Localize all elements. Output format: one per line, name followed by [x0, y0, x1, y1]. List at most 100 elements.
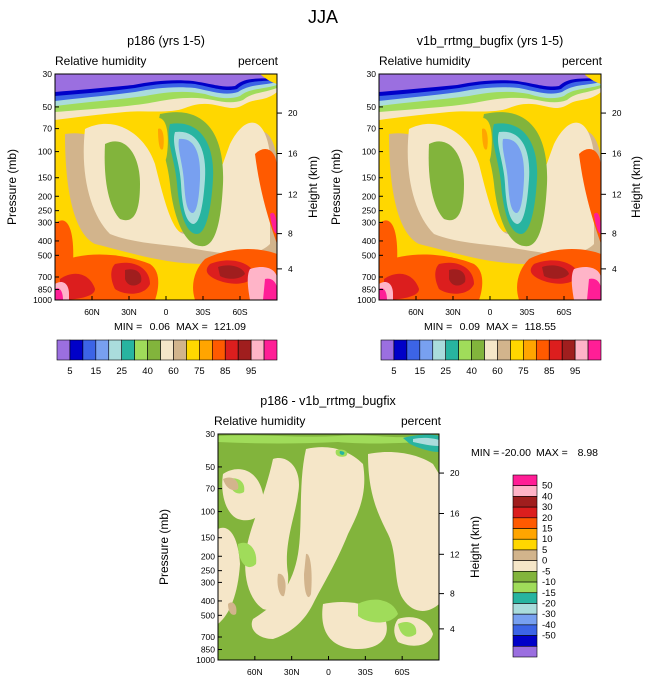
- pressure-tick-label: 150: [362, 173, 376, 183]
- height-tick-label: 12: [288, 189, 298, 199]
- colorbar-swatch: [263, 339, 278, 361]
- colorbar-swatch: [173, 339, 187, 361]
- colorbar-label: 15: [91, 366, 102, 377]
- colorbar-label: 5: [542, 545, 547, 556]
- min-max-readout: MIN = 0.09 MAX = 118.55: [424, 321, 556, 333]
- colorbar-swatch: [432, 339, 447, 361]
- colorbar-swatch: [512, 485, 538, 497]
- units-label: percent: [238, 54, 279, 68]
- colorbar-swatch: [445, 339, 459, 361]
- colorbar-swatch: [512, 538, 538, 551]
- panel-title: p186 (yrs 1-5): [127, 34, 205, 48]
- latitude-tick-label: 60S: [556, 307, 571, 317]
- height-tick-label: 16: [450, 509, 460, 519]
- colorbar-swatch: [108, 339, 123, 361]
- colorbar-label: 10: [542, 534, 553, 545]
- height-tick-label: 12: [612, 189, 622, 199]
- y2-axis-label: Height (km): [468, 516, 482, 578]
- colorbar-swatch: [512, 549, 538, 561]
- pressure-tick-label: 300: [362, 217, 376, 227]
- max-label: MAX =: [176, 321, 208, 333]
- variable-label: Relative humidity: [214, 414, 305, 428]
- pressure-tick-label: 200: [38, 191, 52, 201]
- pressure-tick-label: 30: [367, 69, 377, 79]
- colorbar-label: 25: [116, 366, 127, 377]
- y-axis-label: Pressure (mb): [157, 509, 171, 585]
- colorbar-swatch: [237, 339, 252, 361]
- colorbar-swatch: [484, 339, 498, 361]
- colorbar-label: 40: [466, 366, 477, 377]
- colorbar-label: 20: [542, 513, 553, 524]
- colorbar-swatch: [512, 571, 538, 583]
- colorbar-swatch: [186, 339, 200, 361]
- colorbar-label: -10: [542, 577, 556, 588]
- pressure-tick-label: 1000: [357, 295, 376, 305]
- height-tick-label: 16: [288, 149, 298, 159]
- colorbar-label: 95: [246, 366, 257, 377]
- min-max-readout: MIN = -20.00 MAX = 8.98: [471, 447, 598, 459]
- colorbar-swatch: [512, 474, 538, 487]
- colorbar-swatch: [419, 339, 434, 361]
- colorbar-swatch: [548, 339, 563, 361]
- pressure-tick-label: 300: [38, 217, 52, 227]
- colorbar-label: 60: [168, 366, 179, 377]
- pressure-tick-label: 850: [201, 645, 215, 655]
- colorbar-swatch: [95, 339, 110, 361]
- colorbar-swatch: [512, 517, 538, 529]
- colorbar-swatch: [406, 339, 421, 361]
- height-axis: 20 16 12 8 4: [439, 468, 460, 634]
- colorbar-label: 40: [142, 366, 153, 377]
- min-label: MIN =: [471, 447, 499, 459]
- pressure-tick-label: 400: [362, 236, 376, 246]
- colorbar-label: 50: [542, 481, 553, 492]
- latitude-tick-label: 30S: [358, 667, 373, 677]
- colorbar-swatch: [458, 339, 472, 361]
- max-value: 8.98: [578, 447, 599, 459]
- colorbar-swatch: [512, 581, 538, 594]
- latitude-axis: 60N 30N 0 30S 60S: [84, 296, 248, 317]
- contour-field: [218, 434, 439, 660]
- latitude-tick-label: 60N: [408, 307, 424, 317]
- height-axis: 20 16 12 8 4: [277, 108, 298, 274]
- pressure-tick-label: 50: [43, 102, 53, 112]
- latitude-axis: 60N 30N 0 30S 60S: [408, 296, 572, 317]
- colorbar-label: -5: [542, 566, 550, 577]
- colorbar-label: 25: [440, 366, 451, 377]
- height-tick-label: 20: [612, 108, 622, 118]
- latitude-tick-label: 60S: [232, 307, 247, 317]
- min-value: -20.00: [501, 447, 531, 459]
- latitude-tick-label: 30N: [445, 307, 461, 317]
- colorbar-label: 75: [194, 366, 205, 377]
- pressure-tick-label: 1000: [33, 295, 52, 305]
- height-tick-label: 8: [288, 229, 293, 239]
- colorbar-swatch: [510, 339, 524, 361]
- colorbar-label: 95: [570, 366, 581, 377]
- units-label: percent: [401, 414, 442, 428]
- min-label: MIN =: [424, 321, 452, 333]
- pressure-tick-label: 500: [38, 250, 52, 260]
- colorbar-swatch: [69, 339, 84, 361]
- pressure-tick-label: 850: [38, 285, 52, 295]
- pressure-tick-label: 30: [43, 69, 53, 79]
- height-axis: 20 16 12 8 4: [601, 108, 622, 274]
- colorbar-swatch: [512, 506, 538, 519]
- panel-title: p186 - v1b_rrtmg_bugfix: [260, 394, 396, 408]
- colorbar-swatch: [134, 339, 148, 361]
- pressure-tick-label: 50: [206, 462, 216, 472]
- colorbar-swatch: [512, 560, 538, 572]
- colorbar-label: -40: [542, 620, 556, 631]
- colorbar: 5 15 25 40 60 75 85 95: [380, 339, 602, 377]
- colorbar-label: 5: [391, 366, 396, 377]
- pressure-tick-label: 500: [362, 250, 376, 260]
- latitude-tick-label: 30N: [284, 667, 300, 677]
- colorbar-swatch: [523, 339, 537, 361]
- min-label: MIN =: [114, 321, 142, 333]
- min-value: 0.09: [460, 321, 481, 333]
- colorbar-swatch: [211, 339, 226, 361]
- latitude-tick-label: 30S: [519, 307, 534, 317]
- colorbar-swatch: [160, 339, 174, 361]
- height-tick-label: 20: [450, 468, 460, 478]
